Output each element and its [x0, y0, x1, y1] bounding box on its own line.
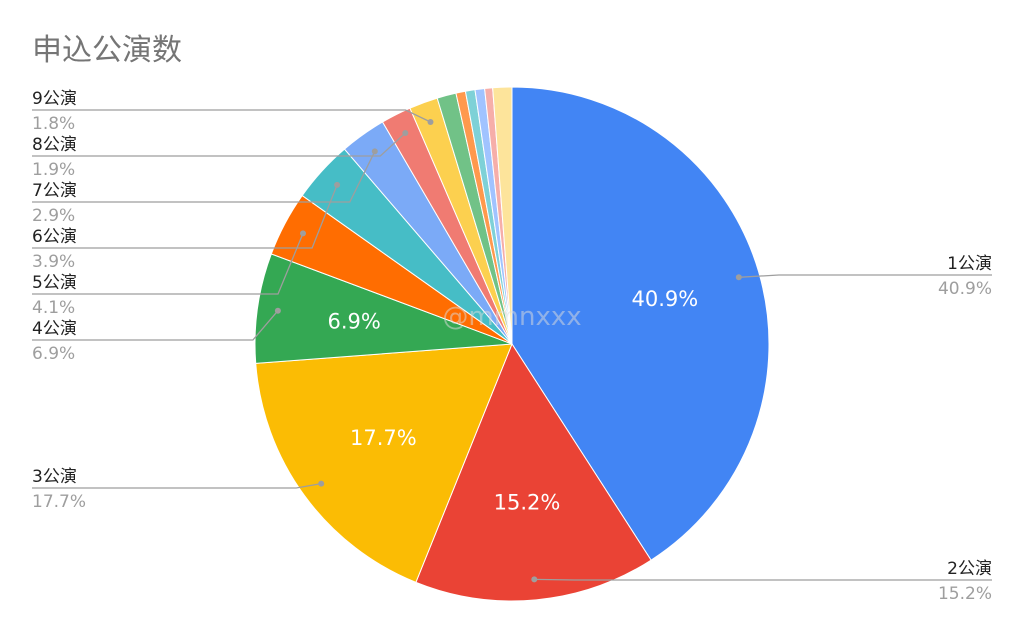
callout-3: 3公演 17.7%: [32, 467, 325, 512]
chart-title: 申込公演数: [32, 33, 182, 68]
slice-inner-label-1: 40.9%: [632, 287, 699, 311]
callout-percent: 2.9%: [32, 206, 75, 226]
callout-6: 6公演 3.9%: [32, 181, 341, 272]
callout-label: 4公演: [32, 319, 77, 339]
callout-line: [32, 482, 322, 489]
callout-label: 9公演: [32, 89, 77, 109]
slice-inner-label-3: 17.7%: [350, 426, 417, 450]
callout-7: 7公演 2.9%: [32, 148, 378, 226]
callout-line: [32, 132, 406, 157]
pie-slice-3: [255, 343, 513, 584]
callout-percent: 15.2%: [938, 584, 992, 604]
callout-label: 5公演: [32, 273, 77, 293]
pie-slice-15: [492, 86, 513, 345]
callout-9: 9公演 1.8%: [32, 89, 434, 134]
callout-percent: 6.9%: [32, 344, 75, 364]
callout-line: [534, 578, 992, 581]
callout-5: 5公演 4.1%: [32, 230, 306, 318]
pie-slice-1: [511, 86, 770, 561]
callout-line: [32, 184, 338, 249]
callout-line: [32, 109, 431, 123]
callout-line: [32, 310, 279, 341]
callout-percent: 3.9%: [32, 252, 75, 272]
callout-8: 8公演 1.9%: [32, 130, 409, 180]
callout-percent: 40.9%: [938, 279, 992, 299]
callout-4: 4公演 6.9%: [32, 307, 281, 364]
callout-label: 7公演: [32, 181, 77, 201]
callout-label: 2公演: [947, 559, 992, 579]
callouts: 1公演 40.9% 2公演 15.2% 3公演 17.7% 4公演 6.9% 5公演 4.1% 6公…: [32, 89, 992, 604]
pie-slice-4: [254, 253, 513, 364]
callout-percent: 17.7%: [32, 492, 86, 512]
slice-inner-label-4: 6.9%: [328, 310, 381, 334]
callout-label: 1公演: [947, 254, 992, 274]
slice-inner-label-2: 15.2%: [494, 491, 561, 515]
callout-percent: 1.8%: [32, 114, 75, 134]
pie-slice-2: [415, 342, 652, 602]
callout-percent: 4.1%: [32, 298, 75, 318]
callout-line: [32, 151, 376, 203]
callout-1: 1公演 40.9%: [735, 254, 992, 299]
watermark: @mmnxxx: [442, 302, 581, 332]
callout-percent: 1.9%: [32, 160, 75, 180]
callout-line: [738, 274, 992, 278]
inner-labels: 40.9% 15.2% 17.7% 6.9%: [328, 287, 699, 514]
pie-slices: [254, 86, 770, 602]
callout-line: [32, 233, 304, 295]
callout-label: 6公演: [32, 227, 77, 247]
callout-2: 2公演 15.2%: [531, 559, 992, 604]
callout-label: 3公演: [32, 467, 77, 487]
callout-label: 8公演: [32, 135, 77, 155]
